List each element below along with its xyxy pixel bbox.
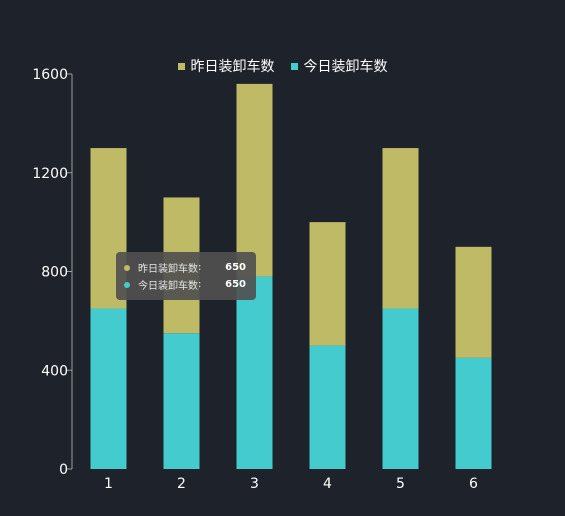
legend-item-today[interactable]: 今日装卸车数 (290, 56, 388, 76)
tooltip-label-today: 今日装卸车数 (138, 281, 198, 292)
bar-yesterday (309, 222, 346, 346)
legend-swatch-today (290, 62, 298, 70)
legend-label-yesterday: 昨日装卸车数 (190, 59, 275, 75)
x-tick-label: 3 (250, 476, 259, 492)
legend-label-today: 今日装卸车数 (303, 59, 388, 75)
bar-today (382, 308, 419, 469)
tooltip-dot-yesterday (124, 264, 130, 271)
y-tick-label: 1200 (32, 166, 68, 182)
tooltip-colon: : (198, 279, 202, 290)
legend-item-yesterday[interactable]: 昨日装卸车数 (177, 56, 275, 76)
tooltip-dot-today (124, 281, 130, 288)
tooltip-row-yesterday: 昨日装卸车数: 650 (124, 259, 248, 276)
y-tick-label: 1600 (32, 67, 68, 83)
bar-today (236, 276, 273, 469)
x-tick-label: 5 (396, 476, 405, 492)
tooltip-label-yesterday: 昨日装卸车数 (138, 264, 198, 275)
tooltip-colon: : (198, 262, 202, 273)
x-tick-label: 1 (104, 476, 113, 492)
bar-today (163, 333, 200, 469)
tooltip-row-today: 今日装卸车数: 650 (124, 276, 248, 293)
legend-swatch-yesterday (177, 62, 185, 70)
y-tick-label: 800 (41, 265, 68, 281)
x-tick-label: 4 (323, 476, 332, 492)
x-tick-label: 2 (177, 476, 186, 492)
y-tick-label: 400 (41, 363, 68, 379)
bar-today (309, 345, 346, 469)
bar-yesterday (382, 148, 419, 309)
tooltip-value-yesterday: 650 (225, 262, 246, 273)
chart-legend: 昨日装卸车数 今日装卸车数 (0, 56, 565, 76)
bar-yesterday (236, 83, 273, 277)
tooltip-value-today: 650 (225, 279, 246, 290)
chart-tooltip: 昨日装卸车数: 650 今日装卸车数: 650 (116, 252, 256, 300)
bar-today (90, 308, 127, 469)
bar-yesterday (455, 246, 492, 358)
y-tick-label: 0 (59, 462, 68, 478)
bar-today (455, 357, 492, 469)
x-tick-label: 6 (469, 476, 478, 492)
